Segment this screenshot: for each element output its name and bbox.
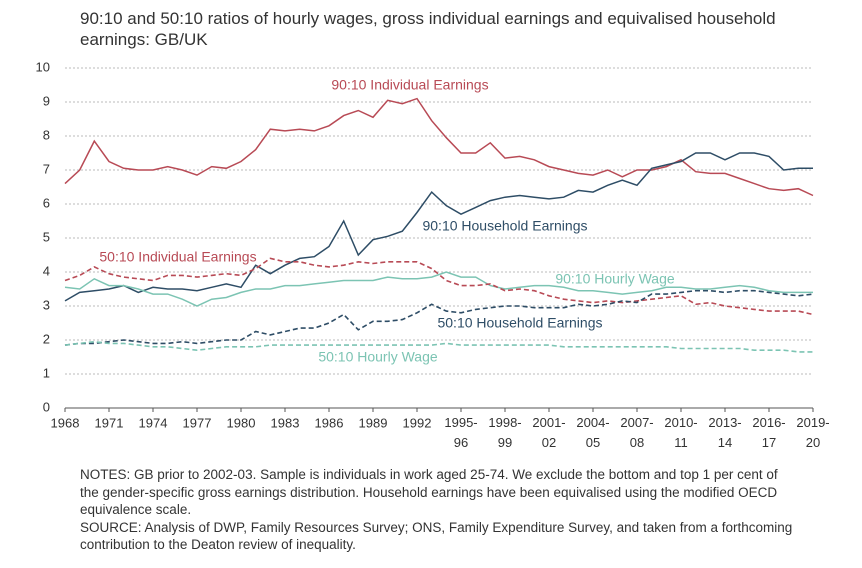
x-tick-label: 2019-20: [796, 415, 829, 450]
notes: NOTES: GB prior to 2002-03. Sample is in…: [80, 467, 778, 517]
x-tick-label: 1974: [139, 415, 168, 430]
y-tick-label: 4: [43, 263, 50, 278]
x-tick-label: 1986: [315, 415, 344, 430]
x-tick-label: 1971: [95, 415, 124, 430]
series-line: [64, 97, 814, 197]
chart-title: 90:10 and 50:10 ratios of hourly wages, …: [80, 9, 776, 49]
x-tick-label: 1980: [227, 415, 256, 430]
x-tick-label: 2013-14: [708, 415, 741, 450]
series-label: 50:10 Household Earnings: [437, 315, 602, 331]
x-tick-label: 1992: [403, 415, 432, 430]
series-line: [64, 340, 813, 353]
y-tick-label: 3: [43, 297, 50, 312]
series-line: [64, 257, 814, 316]
series-label: 90:10 Hourly Wage: [555, 271, 675, 287]
series-line: [64, 152, 813, 302]
x-tick-label: 1977: [183, 415, 212, 430]
chart: 0 1 2 3 4 5 6 7 8 9 10 1968 1971 1974 1977 1980 1983 1986…: [36, 59, 830, 450]
series-label: 90:10 Individual Earnings: [331, 77, 488, 93]
series-line: [64, 289, 814, 346]
x-tick-label: 1995-96: [444, 415, 477, 450]
y-tick-label: 5: [43, 229, 50, 244]
x-tick-label: 2016-17: [752, 415, 785, 450]
x-tick-label: 1968: [51, 415, 80, 430]
source: SOURCE: Analysis of DWP, Family Resource…: [80, 519, 793, 553]
y-tick-label: 2: [43, 331, 50, 346]
x-tick-label: 1989: [359, 415, 388, 430]
series-label: 90:10 Household Earnings: [422, 218, 587, 234]
y-tick-label: 1: [43, 365, 50, 380]
y-tick-label: 9: [43, 93, 50, 108]
y-tick-label: 0: [43, 399, 50, 414]
series-label: 50:10 Individual Earnings: [99, 249, 256, 265]
x-tick-label: 2004-05: [576, 415, 609, 450]
x-tick-label: 2010-11: [664, 415, 697, 450]
x-tick-label: 1983: [271, 415, 300, 430]
y-tick-label: 10: [36, 59, 50, 74]
series-line: [64, 271, 813, 307]
x-tick-label: 2001-02: [532, 415, 565, 450]
series-label: 50:10 Hourly Wage: [318, 349, 438, 365]
y-tick-label: 7: [43, 161, 50, 176]
notes-block: NOTES: GB prior to 2002-03. Sample is in…: [80, 466, 800, 554]
x-tick-label: 2007-08: [620, 415, 653, 450]
x-tick-label: 1998-99: [488, 415, 521, 450]
y-tick-label: 8: [43, 127, 50, 142]
y-tick-label: 6: [43, 195, 50, 210]
